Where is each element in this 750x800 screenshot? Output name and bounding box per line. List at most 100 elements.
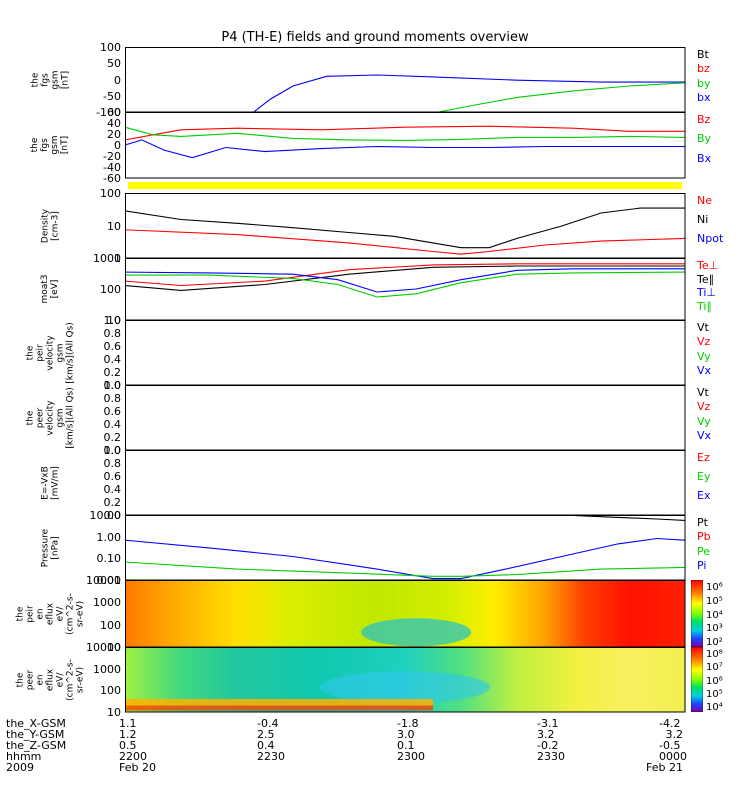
panel-frame — [125, 647, 686, 713]
series-bx-line — [253, 74, 685, 113]
x-tick-label: 1.1 — [119, 717, 137, 730]
panel-frame — [125, 385, 686, 451]
x-axis-row-label: the_Y-GSM — [6, 728, 65, 741]
y-tick-label: 0.6 — [103, 405, 122, 418]
legend-entry: bx — [697, 90, 711, 104]
y-tick-label: -40 — [103, 161, 121, 174]
x-axis-row-label: 2009 — [6, 761, 34, 774]
x-tick-label: 0.1 — [397, 739, 415, 752]
colorbar-tick-label: 10⁵ — [706, 688, 723, 700]
y-tick-label: 100 — [100, 684, 121, 698]
x-tick-label: -0.4 — [257, 717, 279, 730]
colorbar-fill — [691, 580, 703, 647]
y-tick-label: 0.0 — [103, 509, 122, 522]
panel-10-plot — [125, 647, 686, 713]
y-tick-label: 10000 — [86, 641, 121, 654]
colorbar-tick-label: 10⁴ — [706, 702, 723, 713]
y-tick-label: -20 — [103, 150, 121, 163]
series-by-line — [438, 82, 686, 113]
x-tick-label: -0.2 — [537, 739, 559, 752]
x-tick-label: Feb 20 — [119, 761, 156, 774]
panel-5-plot — [125, 320, 686, 386]
legend-entry: Ti∥ — [697, 299, 712, 313]
legend-entry: Te⊥ — [697, 259, 719, 272]
y-tick-label: 100 — [100, 618, 121, 632]
colorbar-tick-label: 10⁴ — [706, 609, 723, 621]
panel-frame — [125, 112, 686, 179]
y-tick-label: 0.6 — [103, 340, 122, 353]
colorbar-tick-label: 10⁷ — [706, 662, 723, 674]
x-axis-row-label: hhmm — [6, 750, 42, 763]
y-axis-label: the peer en eflux eV/(cm^2-s-sr-eV) — [15, 658, 85, 701]
colorbar-tick-label: 10⁶ — [706, 582, 723, 593]
colorbar-tick-label: 10⁶ — [706, 675, 723, 687]
y-tick-label: 0.10 — [96, 552, 122, 566]
panel-4-plot — [125, 258, 686, 321]
spectrogram-feature — [320, 671, 490, 704]
y-tick-label: 10 — [107, 641, 121, 654]
y-tick-label: 0.2 — [103, 431, 122, 444]
legend-entry: Vy — [697, 349, 711, 363]
spectrogram-feature — [125, 705, 433, 711]
y-tick-label: 0.0 — [103, 444, 122, 457]
y-tick-label: 0.6 — [103, 470, 122, 483]
y-tick-label: -50 — [103, 89, 121, 103]
y-tick-label: 1 — [114, 252, 121, 265]
panel-8-plot — [125, 515, 686, 581]
x-axis-row-label: the_Z-GSM — [6, 739, 67, 752]
y-tick-label: 1000 — [93, 596, 121, 610]
panel-6-plot — [125, 385, 686, 451]
y-tick-label: 0.0 — [103, 379, 122, 392]
y-axis-label: the peir velocity gsm [km/s](All Qs) — [25, 321, 75, 384]
y-tick-label: 100 — [100, 187, 121, 200]
x-tick-label: 2300 — [397, 750, 425, 763]
x-axis-row-label: the_X-GSM — [6, 717, 66, 730]
y-tick-label: 1000 — [93, 252, 121, 265]
y-tick-label: 20 — [107, 128, 121, 141]
legend-entry: Te∥ — [697, 272, 715, 286]
x-tick-label: -1.8 — [397, 717, 419, 730]
x-tick-label: 0.5 — [119, 739, 137, 752]
legend-entry: Pt — [697, 516, 708, 529]
quality-flag-bar — [128, 182, 682, 189]
legend-entry: Bz — [697, 113, 711, 126]
x-tick-label: 1.2 — [119, 728, 137, 741]
y-tick-label: 1000 — [93, 662, 121, 676]
series-Bx-line — [125, 139, 685, 159]
x-tick-label: -3.1 — [537, 717, 559, 730]
x-tick-label: 3.0 — [397, 728, 415, 741]
x-tick-label: 0000 — [659, 750, 687, 763]
y-axis-label: the peer velocity gsm [km/s](All Qs) — [25, 386, 75, 449]
y-tick-label: 1.00 — [96, 530, 122, 544]
legend-entry: Ey — [697, 470, 711, 483]
y-tick-label: -100 — [96, 106, 121, 119]
series-By-line — [125, 126, 686, 141]
legend-entry: Vx — [697, 363, 712, 377]
x-tick-label: -4.2 — [659, 717, 681, 730]
x-tick-label: 3.2 — [665, 728, 684, 741]
y-tick-label: 10 — [107, 219, 121, 233]
colorbar-tick-label: 10⁵ — [706, 595, 723, 607]
series-Ti-line — [125, 268, 685, 293]
series-Ti-line — [125, 271, 686, 298]
y-axis-label: the peir en eflux eV/(cm^2-s-sr-eV) — [15, 592, 85, 635]
legend-entry: Ti⊥ — [697, 286, 717, 299]
y-tick-label: 0.2 — [103, 496, 122, 509]
colorbar-tick-label: 10³ — [706, 623, 723, 635]
y-tick-label: 1.0 — [103, 444, 122, 457]
legend-entry: Ni — [697, 213, 709, 226]
y-tick-label: 0.01 — [96, 574, 122, 587]
panel-2-plot — [125, 112, 686, 179]
legend-entry: bz — [697, 62, 710, 76]
legend-entry: Bx — [697, 151, 712, 165]
y-tick-label: -60 — [103, 172, 121, 185]
legend-entry: Pb — [697, 530, 711, 544]
y-tick-label: 1.0 — [103, 314, 122, 327]
y-tick-label: 0 — [114, 139, 121, 152]
panel-frame — [125, 258, 686, 321]
y-tick-label: 10 — [107, 314, 121, 327]
y-tick-label: 100 — [100, 283, 121, 296]
legend-entry: Bt — [697, 48, 709, 61]
legend-entry: Vz — [697, 335, 711, 349]
y-axis-label: the fgs gsm [nT] — [30, 69, 70, 90]
